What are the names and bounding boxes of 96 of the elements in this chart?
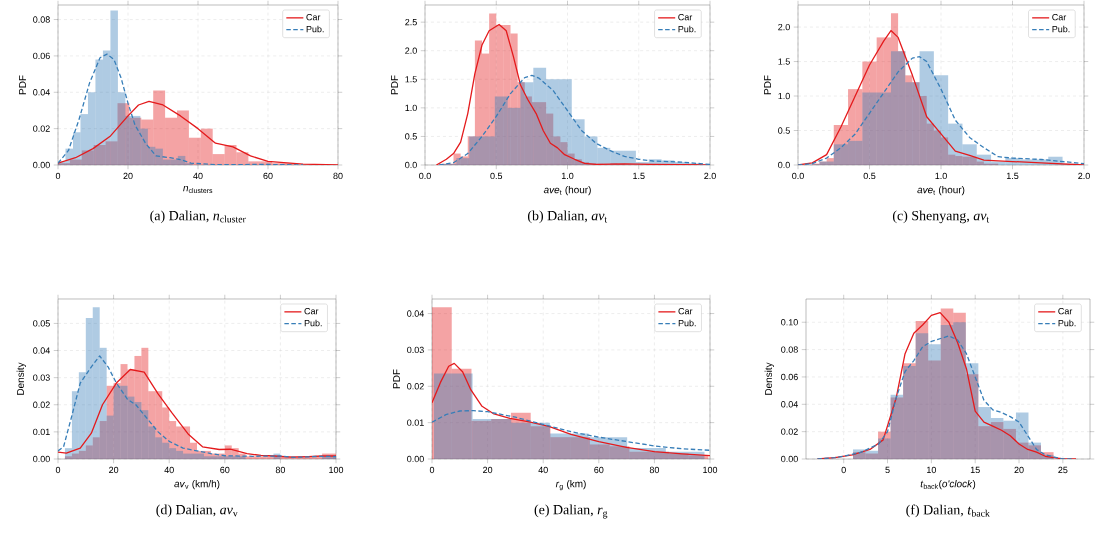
legend-label: Pub.: [1058, 319, 1076, 327]
text: (a) Dalian, n$_{cluster}$: [150, 210, 246, 224]
y-tick-label: 0.01: [33, 428, 50, 436]
x-axis-title: ave$_{t}$ (hour): [543, 185, 591, 196]
y-tick-label: 2.0: [405, 47, 417, 54]
y-axis-title: Density: [16, 362, 26, 395]
y-axis-title: PDF: [19, 75, 26, 95]
y-tick-label: 0.03: [33, 374, 50, 381]
x-tick-label: 1.0: [561, 172, 574, 180]
y-tick-label: 1.5: [405, 76, 417, 83]
x-tick-label: 10: [927, 466, 936, 474]
y-tick-label: 0.03: [407, 346, 424, 354]
y-tick-label: 0.02: [33, 401, 50, 408]
x-tick-label: 1.5: [1006, 172, 1019, 180]
y-tick-label: 1.5: [778, 58, 790, 65]
y-tick-label: 0.0: [405, 161, 417, 169]
legend-label: Pub.: [304, 319, 322, 327]
y-tick-label: 0.02: [407, 383, 424, 390]
x-tick-label: 60: [220, 466, 230, 474]
x-tick-label: 5: [885, 466, 890, 474]
x-tick-label: 80: [333, 172, 343, 180]
y-tick-label: 2.0: [778, 23, 790, 31]
x-tick-label: 80: [275, 466, 286, 474]
y-tick-label: 0.5: [405, 133, 417, 140]
x-tick-label: 0.5: [863, 172, 876, 180]
y-tick-label: 2.5: [405, 18, 417, 26]
y-tick-label: 0.08: [33, 16, 50, 23]
x-tick-label: 1.0: [935, 172, 947, 180]
y-tick-label: 0.06: [781, 373, 798, 381]
legend-label: Pub.: [678, 319, 696, 327]
y-tick-label: 0.04: [33, 89, 50, 96]
x-tick-label: 0: [55, 466, 61, 474]
x-tick-label: 0.5: [490, 172, 503, 180]
x-tick-label: 0: [429, 466, 435, 474]
y-tick-label: 1.0: [405, 104, 417, 112]
y-axis-title: Density: [764, 362, 774, 395]
x-axis-title: r$_{g}$ (km): [555, 479, 586, 491]
y-tick-label: 0.04: [781, 401, 798, 408]
legend-label: Car: [306, 13, 321, 21]
y-tick-label: 0.04: [33, 347, 50, 354]
x-tick-label: 2.0: [1078, 172, 1090, 180]
legend-label: Car: [1058, 307, 1073, 315]
legend-label: Pub.: [678, 25, 696, 33]
x-tick-label: 25: [1058, 466, 1068, 474]
x-tick-label: 40: [164, 466, 174, 474]
legend-label: Pub.: [306, 25, 324, 33]
y-tick-label: 0.08: [781, 346, 798, 353]
x-tick-label: 2.0: [704, 172, 716, 180]
y-tick-label: 0.02: [33, 125, 50, 132]
legend-label: Car: [678, 13, 693, 21]
legend-label: Car: [304, 307, 319, 315]
x-axis-title: t$_{back}$(o'clock): [920, 479, 976, 490]
y-tick-label: 0.02: [781, 428, 798, 435]
y-tick-label: 1.0: [778, 92, 790, 100]
x-tick-label: 0: [55, 172, 61, 180]
y-axis-title: PDF: [393, 369, 400, 389]
x-tick-label: 40: [538, 466, 548, 474]
y-axis-title: PDF: [764, 75, 771, 95]
x-tick-label: 1.5: [633, 172, 645, 180]
x-tick-label: 60: [594, 466, 604, 474]
y-tick-label: 0.00: [781, 455, 798, 463]
x-tick-label: 15: [970, 466, 980, 474]
x-tick-label: 20: [1014, 466, 1024, 474]
text: (b) Dalian, av$_{t}$: [527, 210, 608, 224]
x-tick-label: 60: [263, 172, 273, 180]
y-tick-label: 0.00: [407, 455, 424, 463]
x-tick-label: 100: [329, 466, 344, 474]
x-tick-label: 80: [649, 466, 660, 474]
y-axis-title: PDF: [391, 75, 398, 95]
text: (f) Dalian, t$_{back}$: [906, 504, 990, 518]
x-axis-title: ave$_{t}$ (hour): [917, 185, 965, 196]
x-axis-title: av$_{v}$ (km/h): [174, 479, 220, 490]
y-tick-label: 0.01: [407, 419, 424, 426]
x-tick-label: 100: [703, 466, 718, 474]
x-tick-label: 0.0: [419, 172, 431, 180]
x-tick-label: 0.0: [792, 172, 804, 180]
legend-label: Pub.: [1052, 25, 1070, 33]
x-tick-label: 20: [123, 172, 133, 180]
text: (c) Shenyang, av$_{t}$: [892, 210, 990, 224]
y-tick-label: 0.04: [407, 310, 424, 317]
y-tick-label: 0.05: [33, 320, 50, 327]
text: (e) Dalian, r$_{g}$: [534, 504, 608, 519]
legend-label: Car: [678, 307, 693, 315]
y-tick-label: 0.0: [778, 161, 790, 169]
x-tick-label: 20: [109, 466, 119, 474]
y-tick-label: 0.00: [33, 455, 50, 463]
x-axis-title: n$_{clusters}$: [183, 185, 213, 193]
legend-label: Car: [1052, 13, 1067, 21]
text: (d) Dalian, av$_{v}$: [156, 504, 238, 518]
x-tick-label: 20: [483, 466, 493, 474]
y-tick-label: 0.5: [778, 127, 790, 134]
y-tick-label: 0.00: [33, 161, 50, 169]
x-tick-label: 40: [193, 172, 203, 180]
y-tick-label: 0.10: [781, 319, 798, 326]
y-tick-label: 0.06: [33, 52, 50, 60]
x-tick-label: 0: [841, 466, 846, 474]
